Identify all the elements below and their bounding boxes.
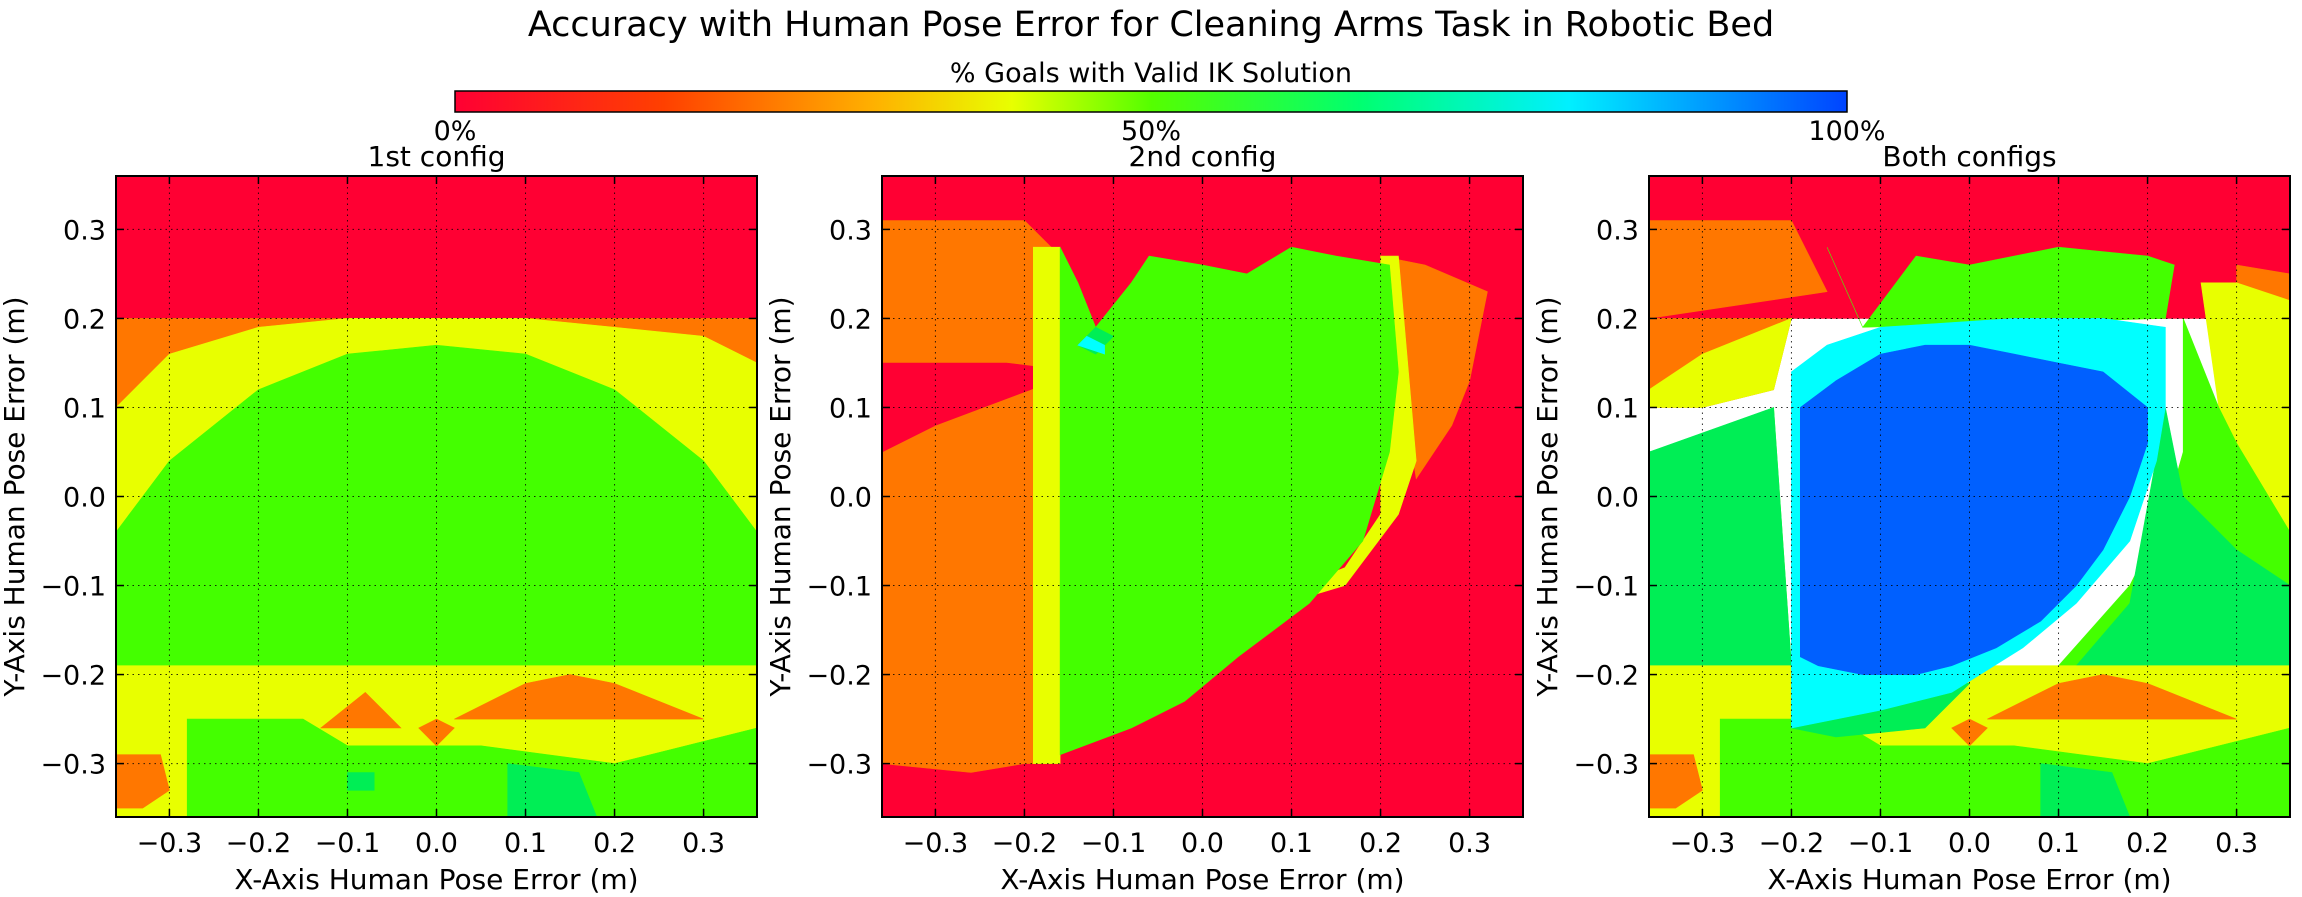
heatmap-region-6 [319,691,402,729]
heatmap-regions [882,176,1523,817]
grid [116,176,757,817]
heatmap-region-15 [1987,674,2237,720]
x-tick-label: 0.2 [1359,828,1402,859]
x-tick-label: 0.0 [1948,828,1991,859]
x-tick-label: −0.1 [315,828,381,859]
ticks: −0.3 −0.3 −0.2 −0.2 −0.1 −0.1 0.0 0.0 0.1 0.1 0.2 0… [806,176,1523,859]
y-axis-label: Y-Axis Human Pose Error (m) [764,296,797,697]
heatmap-region-7 [454,674,704,720]
heatmap-region-9 [1649,407,1792,667]
heatmap-region-0 [116,176,757,319]
y-tick-label: 0.0 [63,483,106,514]
y-tick-label: −0.1 [40,572,106,603]
panel-1: −0.3 −0.3 −0.2 −0.2 −0.1 −0.1 0.0 0.0 0.1 0.1 0.2 0… [0,140,758,896]
heatmap-region-4 [1033,246,1061,764]
y-tick-label: −0.3 [1573,750,1639,781]
heatmap-region-9 [116,754,170,809]
y-tick-label: 0.3 [1596,215,1639,246]
panel-title: Both configs [1882,140,2056,173]
x-tick-label: −0.2 [226,828,292,859]
y-tick-label: 0.2 [1596,304,1639,335]
x-tick-label: −0.3 [137,828,203,859]
x-tick-label: 0.0 [415,828,458,859]
x-tick-label: 0.1 [504,828,547,859]
x-tick-label: −0.2 [992,828,1058,859]
colorbar-tick-max: 100% [1808,116,1885,147]
y-tick-label: 0.3 [829,215,872,246]
x-axis-label: X-Axis Human Pose Error (m) [234,863,638,896]
x-tick-label: 0.3 [682,828,725,859]
y-tick-label: 0.1 [1596,393,1639,424]
colorbar-label: % Goals with Valid IK Solution [950,58,1352,89]
x-axis-label: X-Axis Human Pose Error (m) [1767,863,2171,896]
ticks: −0.3 −0.3 −0.2 −0.2 −0.1 −0.1 0.0 0.0 0.1 0.1 0.2 0… [1573,176,2290,859]
x-tick-label: 0.1 [2037,828,2080,859]
y-tick-label: −0.2 [40,661,106,692]
y-tick-label: −0.3 [40,750,106,781]
y-tick-label: −0.2 [1573,661,1639,692]
y-tick-label: 0.0 [829,483,872,514]
y-tick-label: −0.1 [806,572,872,603]
y-tick-label: −0.2 [806,661,872,692]
heatmap-region-10 [507,763,598,817]
y-tick-label: 0.2 [63,304,106,335]
y-tick-label: 0.3 [63,215,106,246]
grid [1649,176,2290,817]
panel-title: 1st config [368,140,506,173]
y-tick-label: −0.3 [806,750,872,781]
y-tick-label: 0.0 [1596,483,1639,514]
y-tick-label: 0.1 [829,393,872,424]
x-tick-label: 0.3 [1448,828,1491,859]
y-axis-label: Y-Axis Human Pose Error (m) [0,296,31,697]
colorbar-tick-mid: 50% [1121,116,1181,147]
y-axis-label: Y-Axis Human Pose Error (m) [1531,296,1564,697]
heatmap-region-8 [1077,335,1105,355]
grid [882,176,1523,817]
x-tick-label: 0.3 [2215,828,2258,859]
x-tick-label: −0.3 [1670,828,1736,859]
x-tick-label: −0.2 [1759,828,1825,859]
figure-title: Accuracy with Human Pose Error for Clean… [528,5,1774,45]
colorbar-tick-min: 0% [434,116,477,147]
x-tick-label: 0.2 [593,828,636,859]
x-tick-label: 0.0 [1181,828,1224,859]
heatmap-region-10 [2075,407,2290,667]
x-tick-label: −0.1 [1848,828,1914,859]
colorbar [454,90,1848,113]
panel-2: −0.3 −0.3 −0.2 −0.2 −0.1 −0.1 0.0 0.0 0.1 0.1 0.2 0… [764,140,1524,896]
x-axis-label: X-Axis Human Pose Error (m) [1000,863,1404,896]
panel-title: 2nd config [1129,140,1277,173]
heatmap-region-2 [882,362,1079,453]
heatmap-panels: −0.3 −0.3 −0.2 −0.2 −0.1 −0.1 0.0 0.0 0.1 0.1 0.2 0… [0,140,2291,896]
panel-3: −0.3 −0.3 −0.2 −0.2 −0.1 −0.1 0.0 0.0 0.1 0.1 0.2 0… [1531,140,2291,896]
x-tick-label: 0.1 [1270,828,1313,859]
x-tick-label: −0.3 [903,828,969,859]
y-tick-label: 0.2 [829,304,872,335]
heatmap-region-1 [1649,220,1828,319]
heatmap-region-11 [347,772,375,791]
ticks: −0.3 −0.3 −0.2 −0.2 −0.1 −0.1 0.0 0.0 0.1 0.1 0.2 0… [40,176,757,859]
y-tick-label: 0.1 [63,393,106,424]
heatmap-regions [1649,176,2290,817]
heatmap-region-14 [2040,763,2131,817]
x-tick-label: 0.2 [2126,828,2169,859]
y-tick-label: −0.1 [1573,572,1639,603]
x-tick-label: −0.1 [1081,828,1147,859]
heatmap-region-17 [1649,754,1703,809]
